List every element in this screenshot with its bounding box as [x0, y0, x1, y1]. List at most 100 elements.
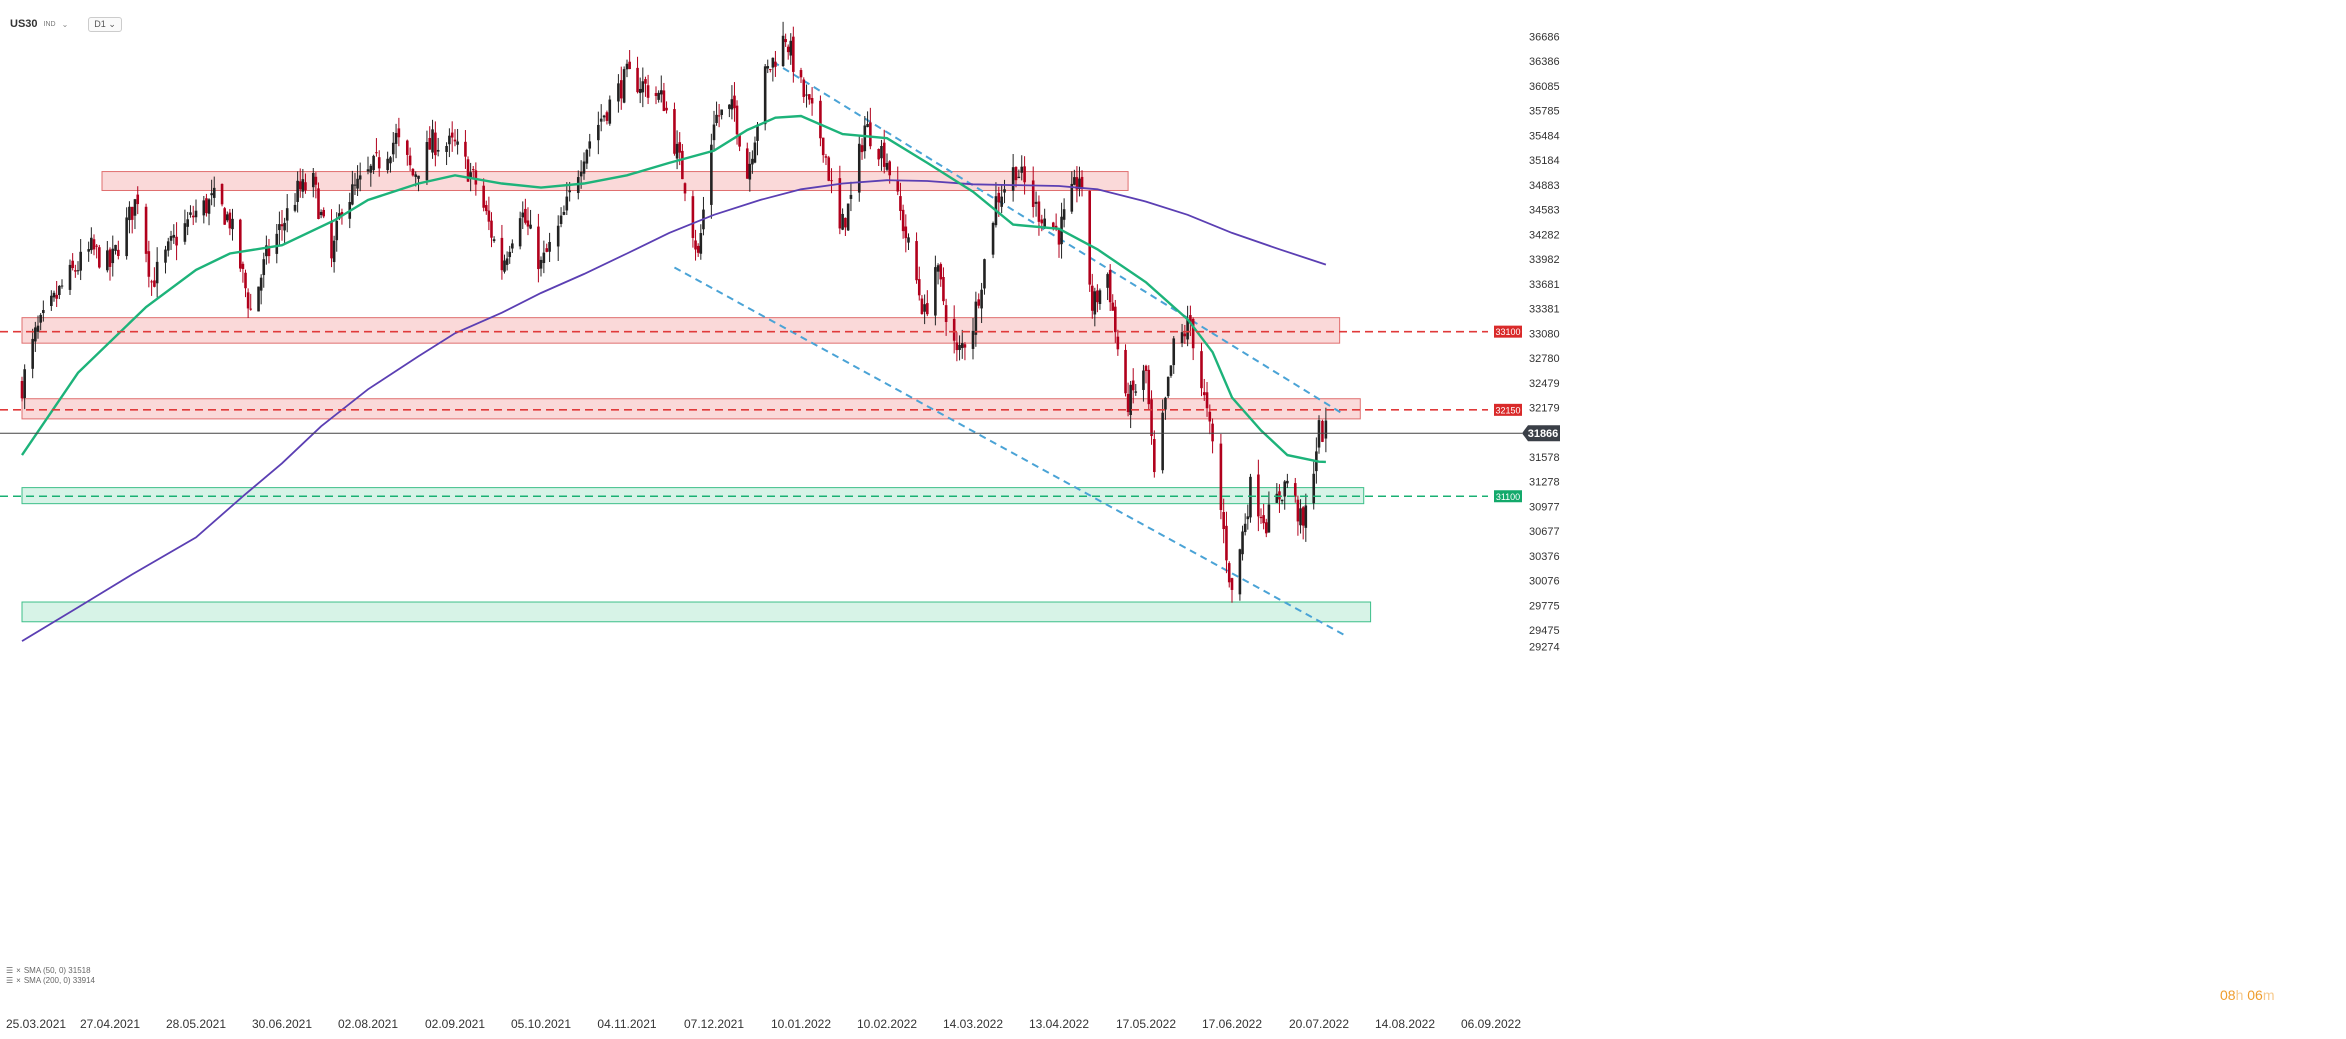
- candle-body: [1057, 229, 1061, 245]
- candle-body: [882, 142, 886, 167]
- candle-body: [1317, 420, 1321, 448]
- y-tick-label: 35484: [1529, 130, 1560, 142]
- candle-body: [194, 210, 198, 218]
- candle-body: [644, 79, 647, 84]
- chart-header: US30 IND ⌄ D1 ⌄: [10, 14, 122, 34]
- timeframe-select[interactable]: D1 ⌄: [88, 16, 122, 32]
- candle-body: [191, 215, 195, 218]
- candle-body: [751, 158, 754, 165]
- candle-body: [1208, 411, 1212, 422]
- candle-body: [244, 272, 247, 289]
- candle-body: [445, 145, 448, 152]
- candle-body: [114, 244, 117, 251]
- y-tick-label: 30677: [1529, 526, 1560, 538]
- candle-body: [696, 245, 700, 253]
- candle-body: [358, 175, 362, 180]
- countdown-hours-unit: h: [2235, 987, 2244, 1003]
- candle-body: [90, 237, 93, 251]
- x-tick-label: 25.03.2021: [6, 1017, 66, 1031]
- candle-body: [1043, 218, 1046, 228]
- candle-body: [683, 183, 687, 194]
- candle-body: [1225, 525, 1228, 561]
- candle-body: [505, 258, 509, 265]
- symbol-label[interactable]: US30: [10, 18, 38, 30]
- candle-body: [304, 182, 307, 191]
- candle-body: [885, 162, 889, 170]
- candle-body: [599, 118, 603, 122]
- candle-body: [1129, 384, 1132, 416]
- candle-body: [231, 218, 234, 230]
- candle-body: [691, 196, 695, 238]
- x-tick-label: 04.11.2021: [597, 1017, 656, 1031]
- candle-body: [789, 40, 793, 56]
- candle-body: [372, 155, 375, 171]
- candle-body: [654, 93, 658, 96]
- candle-body: [391, 142, 395, 155]
- candle-body: [1014, 166, 1018, 181]
- y-tick-label: 29475: [1529, 625, 1560, 637]
- candle-body: [205, 198, 208, 214]
- candle-body: [588, 141, 592, 149]
- candle-body: [1283, 481, 1287, 497]
- candle-body: [212, 187, 216, 198]
- candle-body: [1169, 365, 1173, 376]
- close-icon[interactable]: ×: [16, 976, 21, 985]
- candle-body: [958, 344, 961, 350]
- zone-support-4: [21, 601, 1372, 623]
- candle-body: [974, 301, 978, 335]
- candle-body: [76, 270, 80, 272]
- candle-body: [1275, 493, 1279, 503]
- candle-body: [39, 314, 42, 323]
- y-tick-label: 36085: [1529, 81, 1560, 93]
- candle-body: [31, 338, 34, 369]
- close-icon[interactable]: ×: [16, 966, 21, 975]
- candle-body: [314, 176, 318, 185]
- candle-body: [1054, 225, 1058, 229]
- candle-body: [524, 208, 527, 223]
- candle-body: [819, 100, 822, 139]
- candle-body: [1243, 523, 1247, 533]
- candle-body: [810, 97, 814, 104]
- candle-body: [1070, 183, 1074, 212]
- timeframe-label: D1: [94, 18, 106, 29]
- candle-body: [808, 94, 811, 100]
- instrument-type-label: IND: [43, 20, 56, 28]
- legend-row-sma200[interactable]: ☰ × SMA (200, 0) 33914: [6, 976, 95, 986]
- chevron-down-icon[interactable]: ⌄: [61, 19, 69, 29]
- x-tick-label: 05.10.2021: [511, 1017, 571, 1031]
- candle-body: [351, 184, 354, 205]
- candle-body: [1031, 180, 1035, 208]
- candle-body: [464, 141, 467, 157]
- candle-body: [1286, 480, 1289, 484]
- candle-body: [1280, 499, 1284, 502]
- candle-body: [526, 220, 530, 227]
- candle-body: [417, 175, 420, 179]
- candle-body: [619, 80, 623, 99]
- candle-body: [730, 99, 734, 110]
- candle-body: [356, 178, 359, 189]
- candle-body: [1219, 443, 1223, 510]
- sma-layer: [21, 114, 1327, 642]
- candle-body: [915, 241, 918, 281]
- candle-body: [559, 215, 563, 224]
- candle-body: [128, 206, 131, 221]
- candle-body: [1000, 196, 1003, 207]
- legend-row-sma50[interactable]: ☰ × SMA (50, 0) 31518: [6, 966, 95, 976]
- candle-body: [189, 212, 192, 215]
- candle-body: [225, 214, 229, 221]
- candle-body: [971, 330, 975, 349]
- candle-body: [301, 179, 305, 192]
- candle-body: [1211, 423, 1214, 442]
- candle-body: [917, 279, 921, 296]
- candle-body: [1111, 302, 1115, 311]
- candle-body: [863, 125, 867, 152]
- y-tick-label: 32479: [1529, 378, 1560, 390]
- candle-body: [1080, 176, 1084, 190]
- candle-body: [1299, 508, 1302, 526]
- x-tick-label: 10.01.2022: [771, 1017, 831, 1031]
- candle-body: [920, 298, 924, 315]
- candle-body: [1183, 333, 1187, 337]
- candle-body: [907, 237, 910, 243]
- candle-body: [1293, 483, 1297, 497]
